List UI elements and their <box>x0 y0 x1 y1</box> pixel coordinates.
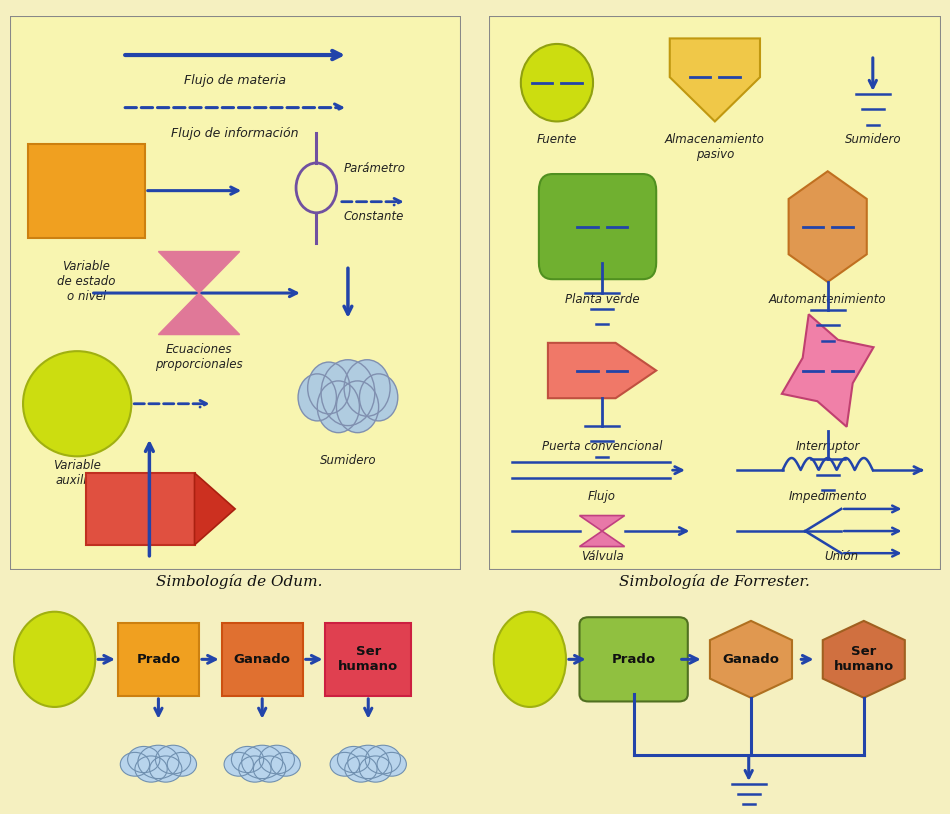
Circle shape <box>366 746 401 774</box>
Text: Prado: Prado <box>612 653 656 666</box>
Circle shape <box>344 360 390 416</box>
Ellipse shape <box>23 351 131 457</box>
Circle shape <box>298 374 336 421</box>
Circle shape <box>308 362 350 414</box>
Circle shape <box>254 756 286 782</box>
Circle shape <box>336 381 379 433</box>
Text: Ser
humano: Ser humano <box>338 646 398 673</box>
Bar <box>118 623 200 696</box>
Circle shape <box>167 752 197 777</box>
Text: Simbología de Odum.: Simbología de Odum. <box>156 574 323 589</box>
Polygon shape <box>782 314 874 427</box>
Text: Sumidero: Sumidero <box>319 453 376 466</box>
Text: Variable
de estado
o nivel: Variable de estado o nivel <box>57 260 116 303</box>
Bar <box>325 623 411 696</box>
Circle shape <box>337 746 370 772</box>
Polygon shape <box>710 621 792 698</box>
Text: Ganado: Ganado <box>722 653 779 666</box>
Circle shape <box>359 374 398 421</box>
Ellipse shape <box>521 44 593 121</box>
Polygon shape <box>548 343 656 398</box>
Polygon shape <box>788 171 866 282</box>
Text: Ser
humano: Ser humano <box>834 646 894 673</box>
Text: Planta verde: Planta verde <box>564 293 639 306</box>
Circle shape <box>127 746 160 772</box>
Circle shape <box>224 752 254 777</box>
Text: Ecuaciones
proporcionales: Ecuaciones proporcionales <box>155 343 243 371</box>
Text: Unión: Unión <box>825 550 858 563</box>
Bar <box>221 623 303 696</box>
Polygon shape <box>159 252 239 293</box>
Text: Puerta convencional: Puerta convencional <box>542 440 662 453</box>
Circle shape <box>345 756 377 782</box>
Polygon shape <box>823 621 904 698</box>
Text: Almacenamiento
pasivo: Almacenamiento pasivo <box>665 133 765 160</box>
Text: Impedimento: Impedimento <box>788 489 867 502</box>
Circle shape <box>149 756 181 782</box>
Circle shape <box>348 746 389 778</box>
FancyBboxPatch shape <box>539 174 656 279</box>
Circle shape <box>271 752 300 777</box>
Polygon shape <box>580 515 625 546</box>
Text: Sumidero: Sumidero <box>845 133 902 146</box>
Text: Simbología de Forrester.: Simbología de Forrester. <box>619 574 809 589</box>
FancyBboxPatch shape <box>580 617 688 702</box>
Text: Flujo de información: Flujo de información <box>171 127 299 140</box>
Text: Automantenimiento: Automantenimiento <box>769 293 886 306</box>
Bar <box>28 143 144 238</box>
Polygon shape <box>670 38 760 121</box>
Text: Fuente: Fuente <box>537 133 578 146</box>
Circle shape <box>317 381 359 433</box>
Circle shape <box>359 756 391 782</box>
Polygon shape <box>159 293 239 335</box>
Circle shape <box>138 746 179 778</box>
Circle shape <box>377 752 407 777</box>
Circle shape <box>232 746 264 772</box>
Text: Constante: Constante <box>344 210 404 223</box>
Circle shape <box>321 360 375 426</box>
Bar <box>86 473 195 545</box>
Circle shape <box>241 746 283 778</box>
Text: Variable
auxiliar: Variable auxiliar <box>53 459 101 487</box>
Circle shape <box>156 746 191 774</box>
Text: Ganado: Ganado <box>234 653 291 666</box>
Ellipse shape <box>494 612 566 707</box>
Text: Válvula: Válvula <box>580 550 623 563</box>
Circle shape <box>121 752 149 777</box>
Text: Flujo de materia: Flujo de materia <box>184 74 286 87</box>
Circle shape <box>259 746 294 774</box>
Text: Interruptor: Interruptor <box>795 440 860 453</box>
Text: Parámetro: Parámetro <box>344 162 406 175</box>
Text: Prado: Prado <box>137 653 180 666</box>
Circle shape <box>238 756 271 782</box>
Ellipse shape <box>14 612 95 707</box>
Text: Flujo: Flujo <box>588 489 616 502</box>
Circle shape <box>330 752 359 777</box>
Circle shape <box>135 756 167 782</box>
Polygon shape <box>195 473 236 545</box>
